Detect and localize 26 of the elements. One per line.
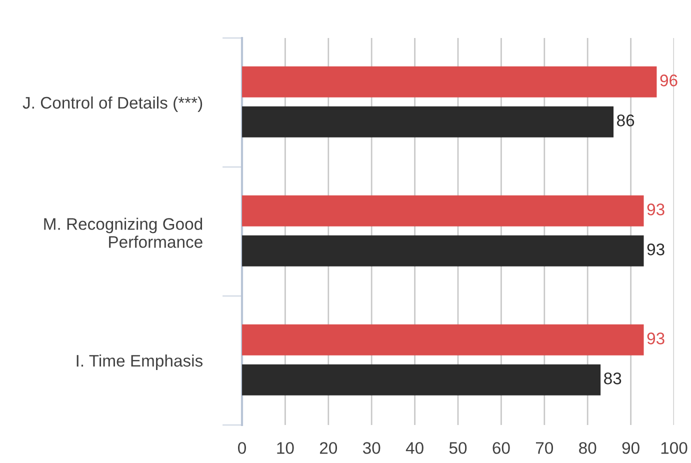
bar (242, 235, 644, 266)
x-tick-label: 60 (492, 442, 510, 454)
x-tick-label: 0 (238, 442, 246, 454)
bar (242, 106, 614, 138)
data-label: 93 (647, 244, 664, 256)
y-tick-label: I. Time Emphasis (76, 354, 203, 370)
data-label: 86 (617, 114, 634, 126)
x-tick-label: 80 (579, 442, 596, 454)
x-tick-label: 50 (449, 442, 467, 454)
bar (242, 364, 601, 396)
y-tick-label: J. Control of Details (***) (22, 96, 202, 112)
data-label: 93 (647, 204, 664, 216)
bar (242, 324, 644, 356)
data-label: 93 (647, 332, 664, 344)
x-tick-label: 70 (536, 442, 554, 454)
x-tick-label: 20 (320, 442, 338, 454)
data-label: 83 (604, 372, 622, 384)
x-tick-label: 30 (362, 442, 380, 454)
bar (242, 195, 644, 226)
x-tick-label: 40 (406, 442, 424, 454)
x-tick-label: 90 (622, 442, 640, 454)
x-tick-label: 10 (277, 442, 294, 454)
x-tick-label: 100 (661, 442, 688, 454)
data-label: 96 (660, 74, 678, 86)
y-tick-label: M. Recognizing Good Performance (44, 218, 202, 248)
bar (242, 66, 657, 98)
